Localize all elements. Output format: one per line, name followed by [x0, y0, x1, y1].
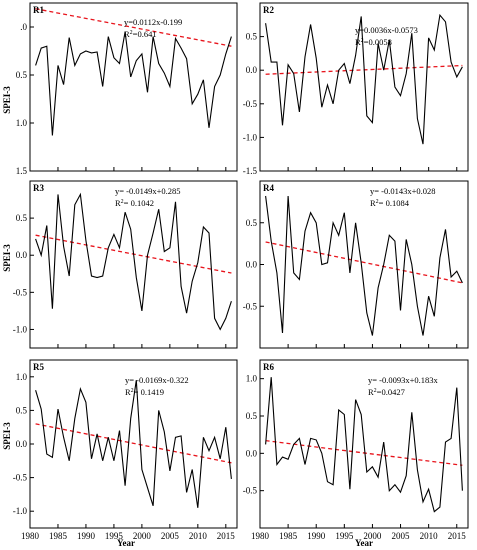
- x-tick-label: 2015: [217, 531, 236, 541]
- trend-line: [35, 423, 232, 464]
- regression-equation: y= -0.0169x-0.322: [125, 375, 189, 385]
- y-tick-label: -0.5: [13, 287, 28, 297]
- y-tick-label: -1.0: [243, 132, 258, 142]
- x-tick-label: 1995: [335, 531, 354, 541]
- y-tick-label: 0.5: [246, 32, 258, 42]
- x-tick-label: 1990: [307, 531, 326, 541]
- y-tick-label: 0.0: [246, 260, 258, 270]
- y-tick-label: 0.5: [246, 411, 258, 421]
- x-tick-label: 1985: [279, 531, 298, 541]
- y-tick-label: 0.5: [16, 70, 28, 80]
- series-line: [35, 31, 232, 136]
- y-axis-title-row3: SPEI-3: [2, 422, 12, 450]
- x-tick-label: 2010: [189, 531, 208, 541]
- panel-label: R5: [33, 362, 44, 372]
- trend-line: [265, 241, 463, 284]
- plot-frame: [259, 2, 469, 172]
- y-tick-label: 1.0: [16, 372, 28, 382]
- y-tick-label: 0.5: [246, 218, 258, 228]
- regression-equation: y= -0.0149x+0.285: [115, 186, 181, 196]
- r-squared-label: R2= 0.1419: [125, 387, 164, 397]
- y-tick-label: 0.0: [246, 65, 258, 75]
- r-squared-label: R2=0.641: [124, 29, 157, 39]
- series-line: [35, 192, 232, 331]
- plot-frame: [29, 2, 238, 172]
- r-squared-label: R2= 0.1084: [370, 198, 410, 208]
- y-tick-label: 0.0: [246, 448, 258, 458]
- y-tick-label: -1.5: [243, 166, 258, 176]
- x-tick-label: 1990: [77, 531, 96, 541]
- y-tick-label: 0.5: [16, 213, 28, 223]
- y-tick-label: .0: [20, 22, 27, 32]
- panel-label: R6: [263, 362, 274, 372]
- y-tick-label: -0.5: [13, 473, 28, 483]
- y-tick-label: 0.5: [16, 405, 28, 415]
- y-tick-label: -0.5: [243, 486, 258, 496]
- plot-frame: [259, 180, 469, 349]
- y-tick-label: 1.5: [16, 166, 28, 176]
- chart-panel-r5: -1.0 -0.5 0.0 0.5 1.0 1980 1985 1990 1995 2000 200…: [13, 359, 238, 541]
- plot-frame: [29, 180, 238, 349]
- y-tick-label: -0.5: [243, 99, 258, 109]
- chart-panel-r6: -0.5 0.0 0.5 1.0 1980 1985 1990 1995 2000 2005 201…: [243, 359, 469, 541]
- x-tick-label: 2005: [161, 531, 180, 541]
- y-tick-label: -0.5: [243, 301, 258, 311]
- y-tick-label: 1.0: [16, 118, 28, 128]
- y-tick-label: 0.0: [16, 250, 28, 260]
- regression-equation: y= -0.0093x+0.183x: [368, 375, 439, 385]
- chart-panel-r4: -0.5 0.0 0.5 R4 y= -0.0143x+0.028 R2= 0.1084: [243, 180, 469, 349]
- x-tick-label: 2005: [392, 531, 411, 541]
- y-tick-label: -1.0: [13, 506, 28, 516]
- chart-panel-r3: -1.0 -0.5 0.0 0.5 R3 y= -0.0149x+0.285 R2= 0.1…: [13, 180, 238, 349]
- r-squared-label: R2= 0.1042: [115, 198, 154, 208]
- x-tick-label: 1980: [21, 531, 40, 541]
- x-tick-label: 1985: [49, 531, 68, 541]
- x-axis-title-right: Year: [355, 538, 373, 548]
- series-line: [265, 13, 463, 145]
- y-axis-title-row2: SPEI-3: [2, 244, 12, 272]
- x-tick-label: 1995: [105, 531, 124, 541]
- x-axis-title-left: Year: [117, 538, 135, 548]
- trend-line: [265, 439, 463, 466]
- y-tick-label: 1.0: [246, 374, 258, 384]
- panel-label: R3: [33, 183, 44, 193]
- y-tick-label: -1.0: [13, 324, 28, 334]
- panel-label: R2: [263, 5, 274, 15]
- regression-equation: y= -0.0143x+0.028: [370, 186, 436, 196]
- panel-label: R1: [33, 5, 44, 15]
- r-squared-label: R2=0.0427: [368, 387, 405, 397]
- y-axis-title-row1: SPEI-3: [2, 86, 12, 114]
- regression-equation: y=0.0036x-0.0573: [355, 25, 418, 35]
- x-tick-label: 2015: [448, 531, 467, 541]
- x-tick-label: 1980: [251, 531, 270, 541]
- series-line: [35, 380, 232, 508]
- x-tick-label: 2000: [133, 531, 152, 541]
- chart-panel-r2: -1.5 -1.0 -0.5 0.0 0.5 R2 y=0.0036x-0.0573 R2=0…: [243, 2, 469, 176]
- x-tick-label: 2000: [363, 531, 382, 541]
- series-line: [265, 377, 463, 513]
- panel-label: R4: [263, 183, 274, 193]
- series-line: [265, 195, 463, 336]
- regression-equation: y=0.0112x-0.199: [124, 17, 182, 27]
- chart-panel-r1: .0 0.5 1.0 1.5 R1 y=0.0112x-0.199 R2=0.641: [16, 2, 238, 176]
- trend-line: [35, 8, 232, 47]
- x-tick-label: 2010: [420, 531, 439, 541]
- r-squared-label: R2=0.0058: [355, 37, 392, 47]
- y-tick-label: 0.0: [16, 439, 28, 449]
